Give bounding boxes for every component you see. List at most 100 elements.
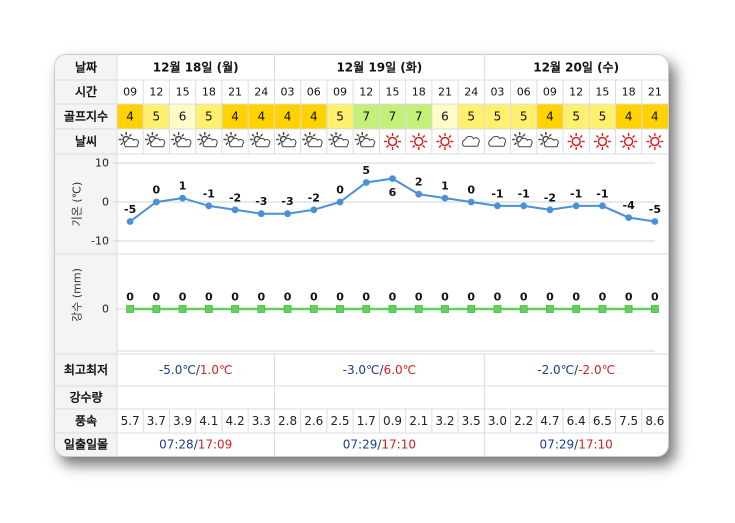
rain-point [231, 305, 239, 313]
temp-point [494, 202, 501, 210]
sun-ray [128, 133, 132, 137]
sun-ray [330, 142, 334, 146]
cloud-shape [307, 137, 323, 148]
hour-label: 24 [464, 86, 478, 99]
sunrise-sunset-value: 07:28/17:09 [159, 438, 232, 452]
sun-ray [513, 133, 518, 137]
sun-ray [277, 142, 281, 146]
rain-value-label: 0 [625, 291, 633, 304]
max-temp: -2.0℃ [578, 363, 615, 377]
temp-y-tick: 10 [95, 157, 109, 170]
temp-point [572, 202, 580, 210]
rain-point [650, 305, 659, 313]
golf-index-value: 5 [153, 110, 161, 124]
cloud-shape [543, 137, 559, 148]
wind-speed-value: 5.7 [121, 414, 140, 428]
sun-ray [356, 142, 360, 146]
temp-point [336, 198, 344, 206]
rain-point [624, 305, 633, 313]
temp-value-label: -5 [124, 203, 136, 216]
sun-ray [303, 133, 308, 137]
cloud-shape [462, 135, 480, 147]
sun-ray [233, 133, 237, 137]
sun-ray [312, 133, 316, 137]
min-max-value: -2.0℃/-2.0℃ [537, 363, 615, 377]
min-temp: -5.0℃ [159, 363, 196, 377]
golf-index-value: 4 [284, 110, 292, 124]
sun-ray [172, 133, 176, 137]
hour-label: 18 [202, 86, 216, 99]
rain-value-label: 0 [257, 291, 265, 304]
sun-ray [412, 144, 416, 149]
partly-cloudy-icon [276, 132, 297, 148]
hour-label: 21 [228, 86, 242, 99]
sunrise-sunset-value: 07:29/17:10 [343, 438, 416, 452]
hour-label: 09 [123, 86, 137, 99]
sun-disc [650, 136, 660, 147]
max-temp: 6.0℃ [384, 363, 417, 377]
rain-y-tick: 0 [102, 303, 109, 316]
hour-label: 06 [307, 86, 321, 99]
golf-index-cell [563, 104, 590, 129]
sunset-time: 17:09 [198, 438, 233, 452]
golf-index-cell [326, 104, 354, 129]
sun-ray [146, 133, 150, 137]
sun-ray [622, 134, 626, 139]
golf-index-value: 5 [336, 110, 344, 124]
temp-value-label: -3 [281, 195, 293, 208]
temp-value-label: 0 [467, 184, 475, 197]
rain-value-label: 0 [599, 291, 607, 304]
partly-cloudy-icon [197, 132, 218, 148]
rain-point [546, 305, 554, 313]
sun-icon [646, 133, 664, 150]
wind-speed-value: 3.2 [435, 414, 454, 428]
hour-label: 06 [517, 86, 531, 99]
wind-speed-value: 4.1 [199, 414, 218, 428]
rain-point [362, 305, 371, 313]
sun-ray [569, 134, 573, 139]
temp-value-label: -2 [544, 191, 556, 204]
temp-point [257, 210, 265, 218]
rain-value-label: 0 [310, 291, 318, 304]
golf-index-value: 4 [257, 110, 265, 124]
golf-index-value: 5 [520, 110, 528, 124]
wind-speed-value: 3.7 [147, 414, 166, 428]
wind-speed-value: 1.7 [357, 414, 376, 428]
cloud-shape [333, 137, 349, 148]
golf-index-cell [536, 104, 564, 129]
temp-value-label: 0 [153, 184, 161, 197]
sun-ray [395, 134, 400, 139]
rain-point [441, 305, 449, 313]
sun-ray [303, 142, 308, 146]
sun-ray [385, 144, 390, 149]
sun-ray [605, 134, 609, 139]
rain-point [126, 305, 135, 313]
sun-ray [356, 133, 360, 137]
partly-cloudy-icon [249, 132, 271, 148]
sun-ray [658, 134, 662, 139]
rain-point [519, 305, 528, 313]
rain-point [257, 305, 266, 313]
hour-label: 18 [622, 86, 636, 99]
sun-ray [199, 133, 203, 137]
temp-point [205, 202, 213, 210]
cloud-shape [123, 137, 140, 148]
wind-speed-value: 2.2 [514, 414, 533, 428]
sun-ray [251, 142, 255, 146]
wind-speed-value: 3.3 [252, 414, 271, 428]
golf-index-value: 7 [362, 110, 370, 124]
temp-point [546, 206, 554, 214]
weather-label: 날씨 [75, 135, 97, 149]
golf-index-value: 4 [310, 110, 318, 124]
sunrise-time: 07:29 [343, 438, 378, 452]
hour-label: 15 [176, 86, 190, 99]
temp-value-label: -4 [623, 199, 636, 212]
sun-ray [385, 134, 390, 139]
sun-ray [595, 144, 600, 149]
rain-point [414, 305, 423, 313]
golf-index-cell [379, 104, 406, 129]
rain-value-label: 0 [284, 291, 292, 304]
date-label: 날짜 [75, 60, 97, 75]
sun-ray [548, 133, 552, 137]
